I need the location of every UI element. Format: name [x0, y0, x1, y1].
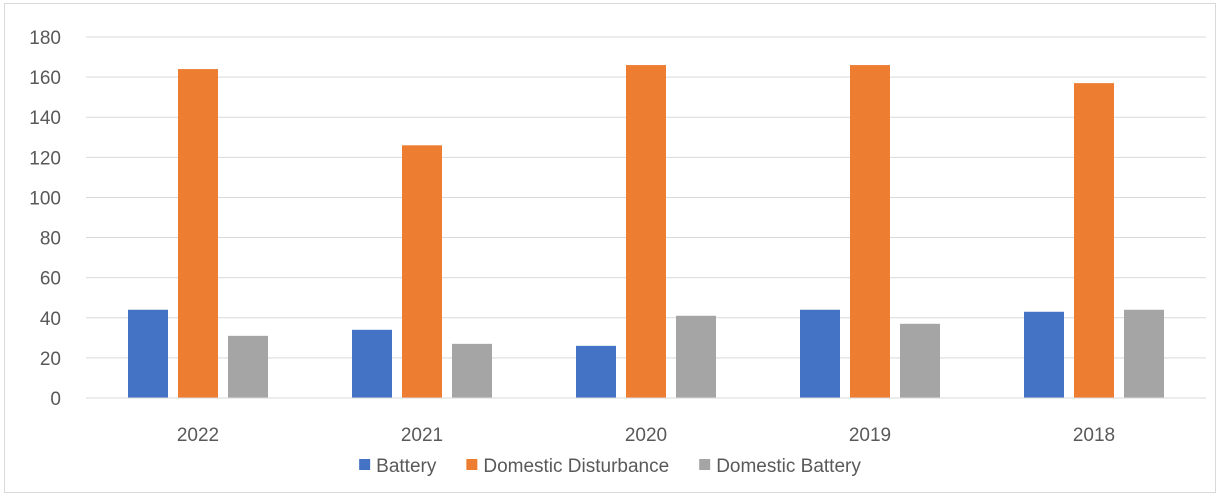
- y-tick-label: 0: [50, 389, 61, 410]
- bar-battery-2020: [576, 345, 616, 398]
- legend-label: Domestic Battery: [716, 456, 861, 477]
- y-tick-label: 100: [29, 188, 61, 209]
- bar-battery-2021: [352, 329, 392, 398]
- bar-domestic-battery-2018: [1124, 309, 1164, 398]
- bar-domestic-disturbance-2018: [1074, 83, 1114, 398]
- y-tick-label: 120: [29, 148, 61, 169]
- bar-domestic-battery-2021: [452, 343, 492, 398]
- legend-swatch: [359, 459, 371, 470]
- legend-swatch: [699, 459, 711, 470]
- x-tick-label: 2022: [177, 425, 219, 446]
- x-tick-label: 2020: [625, 425, 667, 446]
- bar-domestic-disturbance-2022: [178, 69, 218, 398]
- bar-domestic-disturbance-2019: [850, 65, 890, 399]
- legend-label: Battery: [376, 456, 437, 477]
- y-tick-label: 60: [40, 269, 61, 290]
- x-axis-ticks: 2022 2021 2020 2019 2018: [177, 425, 1115, 446]
- legend-swatch: [466, 459, 478, 470]
- bar-domestic-battery-2020: [676, 315, 716, 398]
- bar-domestic-battery-2022: [228, 335, 268, 398]
- x-tick-label: 2018: [1073, 425, 1115, 446]
- legend-label: Domestic Disturbance: [483, 456, 669, 477]
- bar-domestic-battery-2019: [900, 323, 940, 398]
- bars: [128, 65, 1164, 399]
- y-tick-label: 180: [29, 28, 61, 49]
- legend: Battery Domestic Disturbance Domestic Batt…: [359, 456, 861, 477]
- bar-battery-2022: [128, 309, 168, 398]
- y-tick-label: 20: [40, 349, 61, 370]
- bar-battery-2018: [1024, 311, 1064, 398]
- y-axis-ticks: 0 20 40 60 80 100 120 140 160 180: [29, 28, 61, 410]
- x-tick-label: 2021: [401, 425, 443, 446]
- y-tick-label: 140: [29, 108, 61, 129]
- x-tick-label: 2019: [849, 425, 891, 446]
- y-tick-label: 80: [40, 229, 61, 250]
- bar-battery-2019: [800, 309, 840, 398]
- y-tick-label: 40: [40, 309, 61, 330]
- bar-domestic-disturbance-2021: [402, 145, 442, 398]
- y-tick-label: 160: [29, 68, 61, 89]
- bar-domestic-disturbance-2020: [626, 65, 666, 399]
